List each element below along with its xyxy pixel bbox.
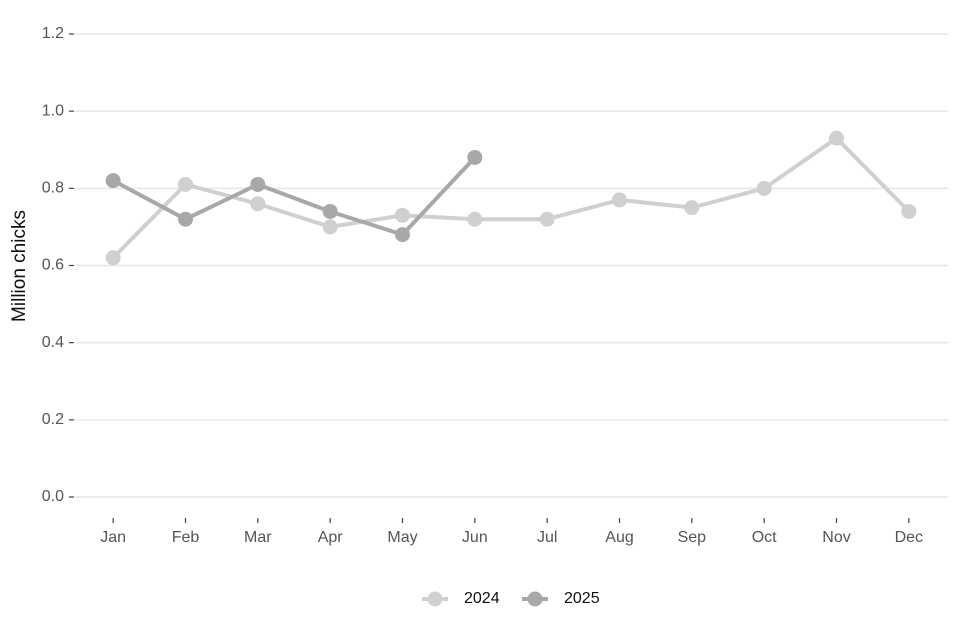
data-point bbox=[395, 227, 410, 243]
data-point bbox=[250, 196, 266, 212]
x-tick-label: Apr bbox=[318, 529, 344, 546]
y-tick-label: 1.2 bbox=[42, 25, 64, 42]
data-point bbox=[178, 176, 193, 192]
y-tick-label: 0.8 bbox=[42, 180, 64, 197]
data-point bbox=[539, 211, 555, 227]
y-tick-label: 0.0 bbox=[42, 488, 64, 505]
data-point bbox=[105, 250, 121, 266]
x-tick-label: Sep bbox=[678, 529, 707, 546]
legend-label: 2024 bbox=[464, 590, 500, 607]
y-tick-label: 0.4 bbox=[42, 334, 64, 351]
legend-label: 2025 bbox=[564, 590, 600, 607]
data-point bbox=[467, 149, 483, 165]
data-point bbox=[105, 173, 121, 189]
data-point bbox=[395, 207, 410, 223]
data-point bbox=[250, 176, 266, 192]
x-tick-label: Feb bbox=[172, 529, 200, 546]
legend-swatch-dot bbox=[527, 591, 543, 607]
data-point bbox=[901, 203, 917, 219]
data-point bbox=[467, 211, 483, 227]
data-point bbox=[829, 130, 844, 146]
data-point bbox=[178, 211, 193, 227]
series-line bbox=[111, 136, 911, 260]
x-tick-label: Jan bbox=[100, 529, 126, 546]
series-line bbox=[112, 156, 477, 237]
x-tick-label: Jun bbox=[462, 529, 488, 546]
y-tick-label: 1.0 bbox=[42, 102, 64, 119]
data-point bbox=[684, 200, 700, 216]
y-axis-label: Million chicks bbox=[9, 210, 30, 322]
y-tick-label: 0.6 bbox=[42, 257, 64, 274]
x-tick-label: Mar bbox=[244, 529, 272, 546]
x-tick-label: May bbox=[387, 529, 417, 546]
x-tick-label: Dec bbox=[895, 529, 923, 546]
data-point bbox=[322, 203, 338, 219]
data-point bbox=[612, 192, 627, 208]
y-tick-label: 0.2 bbox=[42, 411, 64, 428]
legend-swatch-dot bbox=[427, 591, 443, 607]
x-tick-label: Jul bbox=[537, 529, 557, 546]
x-tick-label: Aug bbox=[605, 529, 633, 546]
data-point bbox=[756, 180, 772, 196]
data-point bbox=[322, 219, 338, 235]
x-tick-label: Oct bbox=[752, 529, 777, 546]
x-tick-label: Nov bbox=[822, 529, 850, 546]
